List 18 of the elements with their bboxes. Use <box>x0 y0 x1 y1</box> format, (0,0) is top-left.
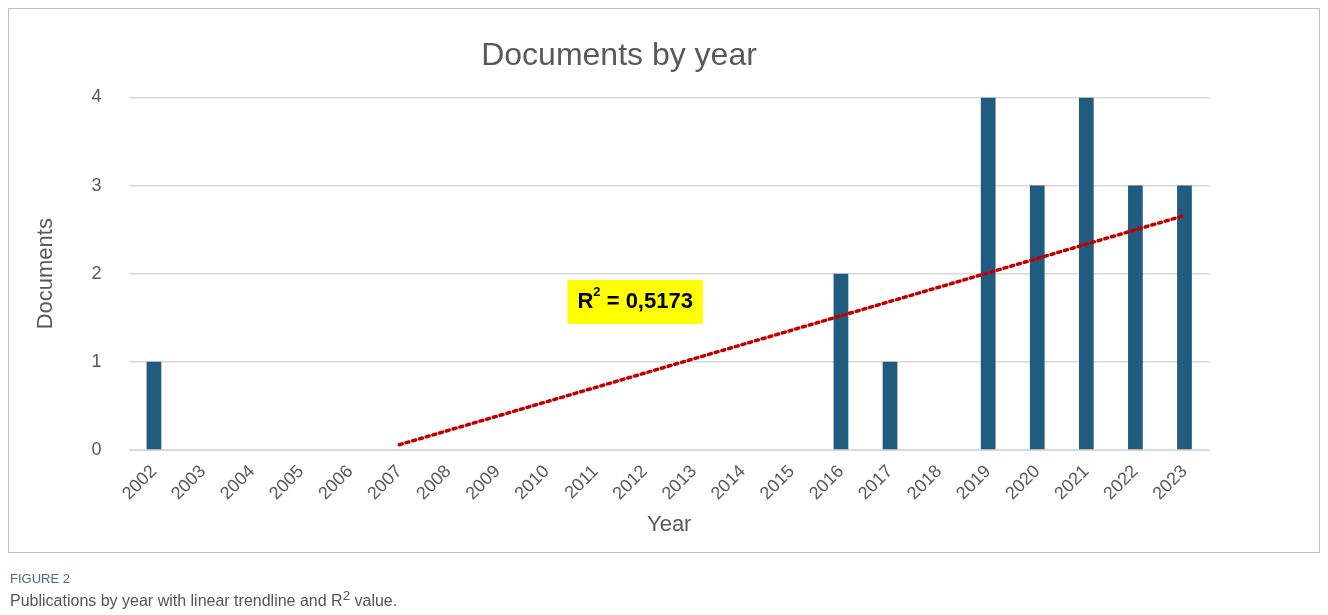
bar <box>1128 185 1143 450</box>
bar <box>1029 185 1045 450</box>
x-axis-title: Year <box>646 510 692 536</box>
y-tick-label: 1 <box>91 350 102 371</box>
bar <box>833 273 849 450</box>
y-tick-label: 2 <box>91 262 102 283</box>
bar <box>146 361 162 450</box>
y-tick-label: 0 <box>91 438 102 459</box>
bar <box>882 361 898 450</box>
bar <box>1177 185 1192 450</box>
y-tick-label: 3 <box>91 174 102 195</box>
text: Publications by year with linear trendline and R$^{2}$ value. <box>10 588 399 611</box>
caption: FIGURE 2 <box>10 571 71 586</box>
bar <box>980 97 996 450</box>
y-axis-title: Documents <box>32 218 58 330</box>
y-tick-label: 4 <box>91 86 102 107</box>
chart-title: Documents by year <box>481 36 758 73</box>
bar <box>1078 97 1094 450</box>
